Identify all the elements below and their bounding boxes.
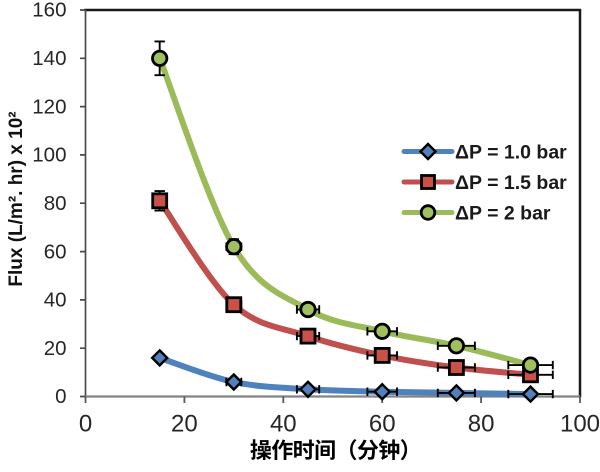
svg-text:20: 20	[171, 411, 198, 438]
svg-text:60: 60	[44, 240, 67, 263]
svg-text:120: 120	[32, 95, 66, 118]
svg-text:60: 60	[369, 411, 396, 438]
svg-text:40: 40	[270, 411, 297, 438]
svg-text:ΔP = 1.5 bar: ΔP = 1.5 bar	[455, 172, 567, 194]
svg-text:40: 40	[44, 289, 67, 312]
svg-text:160: 160	[32, 0, 66, 22]
svg-text:100: 100	[560, 411, 600, 438]
svg-text:0: 0	[79, 411, 92, 438]
svg-text:ΔP = 2 bar: ΔP = 2 bar	[455, 203, 551, 225]
svg-text:100: 100	[32, 144, 66, 167]
svg-text:20: 20	[44, 337, 67, 360]
svg-text:80: 80	[44, 192, 67, 215]
svg-text:Flux (L/m². hr) x 10²: Flux (L/m². hr) x 10²	[6, 111, 27, 286]
svg-text:0: 0	[55, 385, 66, 408]
svg-text:ΔP = 1.0 bar: ΔP = 1.0 bar	[455, 142, 567, 164]
svg-text:140: 140	[32, 47, 66, 70]
svg-text:80: 80	[468, 411, 495, 438]
